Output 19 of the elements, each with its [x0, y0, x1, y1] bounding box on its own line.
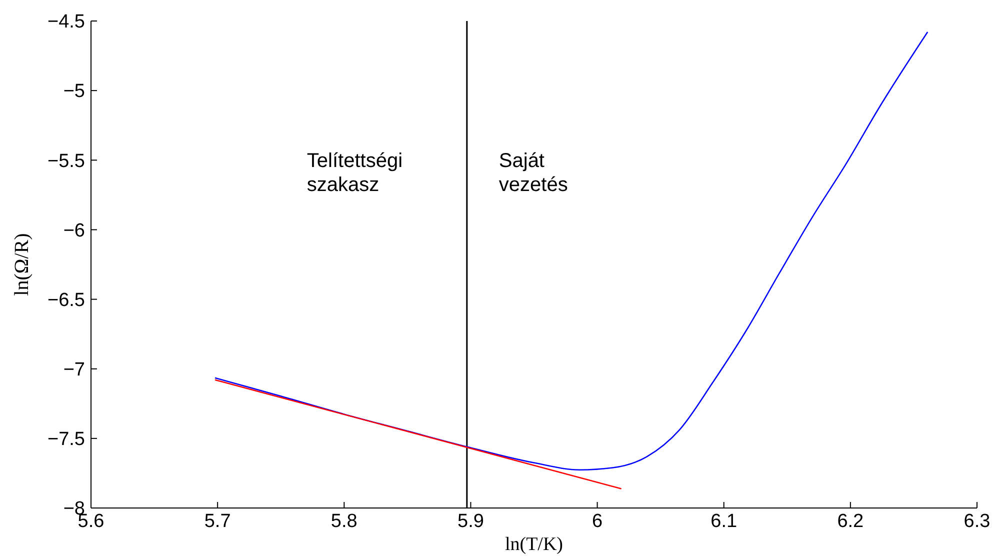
y-tick-label: −7 [63, 360, 85, 381]
y-tick-label: −5.5 [47, 150, 85, 172]
x-tick-label: 6 [592, 511, 603, 532]
y-tick-label: −5 [63, 81, 85, 102]
x-axis-title: ln(T/K) [504, 534, 564, 555]
y-tick-label: −7.5 [47, 429, 85, 450]
y-tick-label: −6 [63, 220, 85, 242]
x-tick-label: 5.9 [458, 511, 484, 532]
x-tick-label: 5.8 [330, 511, 358, 532]
x-tick-label: 6.2 [837, 511, 864, 532]
x-tick-label: 6.1 [710, 511, 738, 532]
x-tick-label: 5.7 [204, 511, 231, 532]
y-tick-label: −4.5 [47, 12, 85, 33]
annotation: Telítettségi szakasz [306, 150, 403, 196]
line-series [214, 31, 928, 471]
x-tick-label: 6.3 [964, 511, 990, 532]
y-axis-title: ln(Ω/R) [11, 233, 33, 296]
annotation: Saját vezetés [498, 150, 568, 196]
y-tick-label: −6.5 [47, 290, 85, 311]
